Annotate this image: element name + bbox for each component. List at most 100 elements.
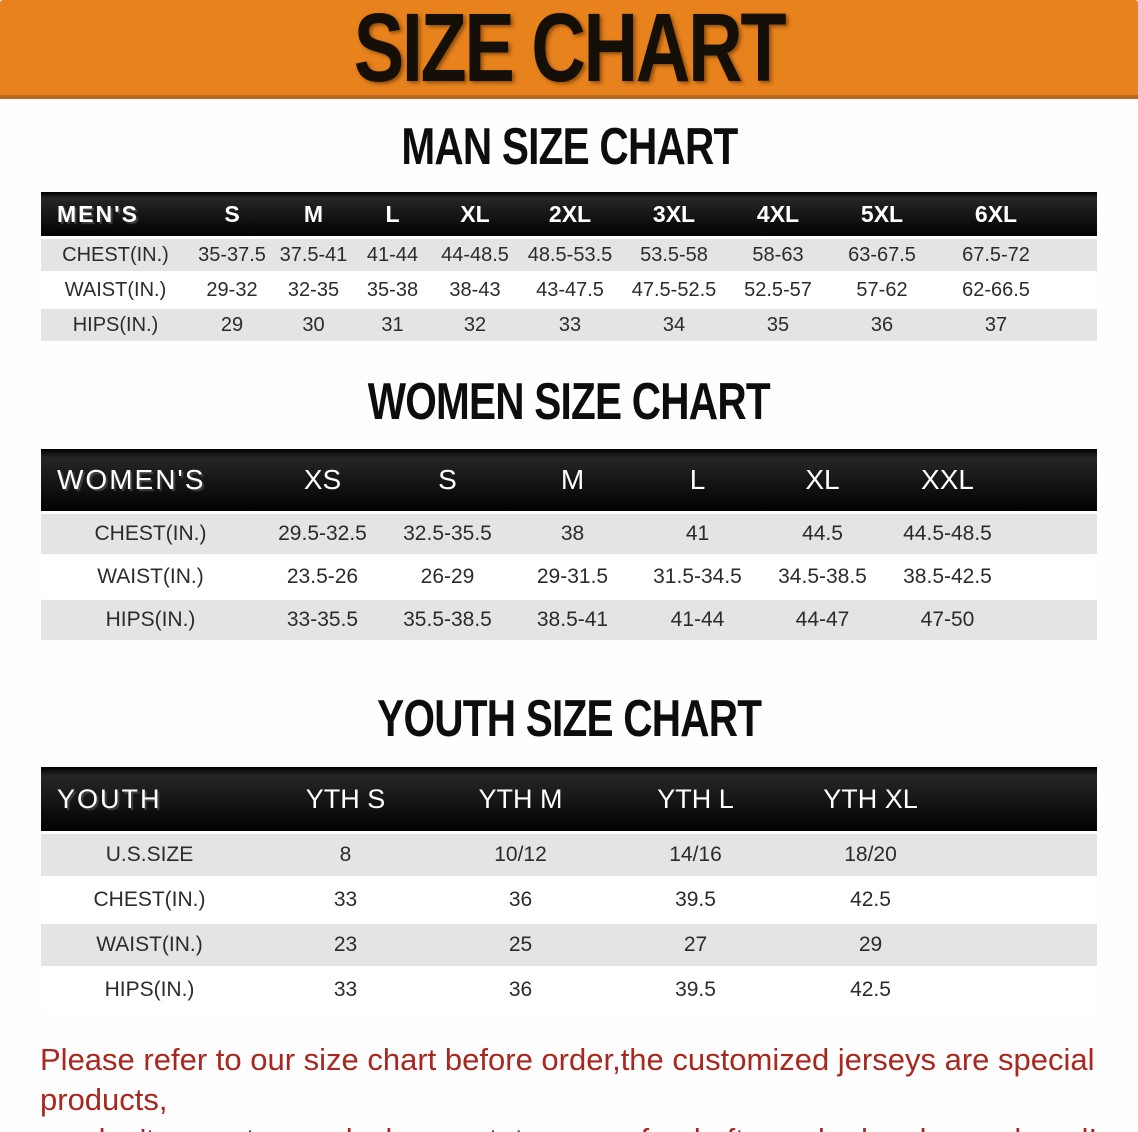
size-cell: 34 — [622, 309, 726, 341]
youth-section-heading: YOUTH SIZE CHART — [0, 693, 1138, 745]
row-label: WAIST(IN.) — [41, 557, 260, 597]
women-section-heading: WOMEN SIZE CHART — [0, 376, 1138, 428]
men-section-heading: MAN SIZE CHART — [0, 118, 1138, 176]
youth-column-header-s: YTH S — [258, 767, 433, 831]
row-label: HIPS(IN.) — [41, 309, 190, 341]
size-cell: 48.5-53.5 — [518, 239, 622, 271]
size-cell: 41-44 — [353, 239, 432, 271]
size-cell: 44.5-48.5 — [885, 514, 1010, 554]
size-cell: 30 — [274, 309, 353, 341]
size-cell: 36 — [433, 969, 608, 1011]
row-label: CHEST(IN.) — [41, 514, 260, 554]
size-cell: 47.5-52.5 — [622, 274, 726, 306]
size-cell: 29-31.5 — [510, 557, 635, 597]
women-hips-row: HIPS(IN.) 33-35.5 35.5-38.5 38.5-41 41-4… — [41, 600, 1097, 640]
size-cell: 10/12 — [433, 834, 608, 876]
disclaimer-line-2: we don't accept cancel, change, teturn o… — [40, 1120, 1110, 1132]
men-heading-text: MAN SIZE CHART — [400, 118, 738, 176]
men-size-table: MEN'S S M L XL 2XL 3XL 4XL 5XL 6XL CHEST… — [41, 189, 1097, 344]
size-cell: 38 — [510, 514, 635, 554]
row-filler — [1010, 514, 1097, 554]
size-cell: 33 — [258, 969, 433, 1011]
size-cell: 29.5-32.5 — [260, 514, 385, 554]
row-label: HIPS(IN.) — [41, 969, 258, 1011]
size-cell: 25 — [433, 924, 608, 966]
size-cell: 33-35.5 — [260, 600, 385, 640]
row-filler — [1058, 274, 1097, 306]
size-cell: 35 — [726, 309, 830, 341]
size-cell: 37.5-41 — [274, 239, 353, 271]
size-cell: 27 — [608, 924, 783, 966]
women-column-header-l: L — [635, 449, 760, 511]
men-chest-row: CHEST(IN.) 35-37.5 37.5-41 41-44 44-48.5… — [41, 239, 1097, 271]
youth-column-header-xl: YTH XL — [783, 767, 958, 831]
size-cell: 42.5 — [783, 969, 958, 1011]
youth-table-title: YOUTH — [41, 767, 258, 831]
size-cell: 32 — [432, 309, 518, 341]
women-column-header-xxl: XXL — [885, 449, 1010, 511]
size-cell: 67.5-72 — [934, 239, 1058, 271]
men-column-header-5xl: 5XL — [830, 192, 934, 236]
size-cell: 31 — [353, 309, 432, 341]
size-cell: 36 — [830, 309, 934, 341]
row-filler — [1010, 600, 1097, 640]
youth-column-header-m: YTH M — [433, 767, 608, 831]
women-header-row: WOMEN'S XS S M L XL XXL — [41, 449, 1097, 511]
size-cell: 14/16 — [608, 834, 783, 876]
youth-header-row: YOUTH YTH S YTH M YTH L YTH XL — [41, 767, 1097, 831]
youth-column-header-l: YTH L — [608, 767, 783, 831]
size-cell: 38-43 — [432, 274, 518, 306]
banner-title: SIZE CHART — [353, 0, 787, 99]
row-filler — [1010, 557, 1097, 597]
size-cell: 33 — [258, 879, 433, 921]
women-size-table: WOMEN'S XS S M L XL XXL CHEST(IN.) 29.5-… — [41, 446, 1097, 643]
row-label: WAIST(IN.) — [41, 274, 190, 306]
size-cell: 42.5 — [783, 879, 958, 921]
size-cell: 29 — [783, 924, 958, 966]
size-cell: 39.5 — [608, 969, 783, 1011]
size-cell: 29 — [190, 309, 274, 341]
men-column-header-2xl: 2XL — [518, 192, 622, 236]
row-filler — [1058, 239, 1097, 271]
women-column-header-xl: XL — [760, 449, 885, 511]
size-cell: 32.5-35.5 — [385, 514, 510, 554]
banner: SIZE CHART — [0, 0, 1138, 99]
youth-chest-row: CHEST(IN.) 33 36 39.5 42.5 — [41, 879, 1097, 921]
men-column-header-6xl: 6XL — [934, 192, 1058, 236]
size-cell: 37 — [934, 309, 1058, 341]
size-cell: 29-32 — [190, 274, 274, 306]
size-cell: 44.5 — [760, 514, 885, 554]
youth-header-filler — [958, 767, 1097, 831]
men-column-header-l: L — [353, 192, 432, 236]
size-cell: 23.5-26 — [260, 557, 385, 597]
size-cell: 41-44 — [635, 600, 760, 640]
youth-waist-row: WAIST(IN.) 23 25 27 29 — [41, 924, 1097, 966]
size-cell: 57-62 — [830, 274, 934, 306]
size-cell: 26-29 — [385, 557, 510, 597]
men-table-title: MEN'S — [41, 192, 190, 236]
size-cell: 53.5-58 — [622, 239, 726, 271]
size-cell: 36 — [433, 879, 608, 921]
size-cell: 38.5-41 — [510, 600, 635, 640]
men-header-row: MEN'S S M L XL 2XL 3XL 4XL 5XL 6XL — [41, 192, 1097, 236]
men-column-header-xl: XL — [432, 192, 518, 236]
size-cell: 44-48.5 — [432, 239, 518, 271]
men-waist-row: WAIST(IN.) 29-32 32-35 35-38 38-43 43-47… — [41, 274, 1097, 306]
row-label: HIPS(IN.) — [41, 600, 260, 640]
row-label: WAIST(IN.) — [41, 924, 258, 966]
women-column-header-s: S — [385, 449, 510, 511]
youth-size-table: YOUTH YTH S YTH M YTH L YTH XL U.S.SIZE … — [41, 764, 1097, 1014]
size-cell: 44-47 — [760, 600, 885, 640]
size-cell: 33 — [518, 309, 622, 341]
size-cell: 62-66.5 — [934, 274, 1058, 306]
size-cell: 35.5-38.5 — [385, 600, 510, 640]
size-cell: 43-47.5 — [518, 274, 622, 306]
size-cell: 8 — [258, 834, 433, 876]
row-label: CHEST(IN.) — [41, 239, 190, 271]
row-filler — [958, 969, 1097, 1011]
row-filler — [958, 924, 1097, 966]
men-column-header-s: S — [190, 192, 274, 236]
women-column-header-m: M — [510, 449, 635, 511]
row-filler — [1058, 309, 1097, 341]
